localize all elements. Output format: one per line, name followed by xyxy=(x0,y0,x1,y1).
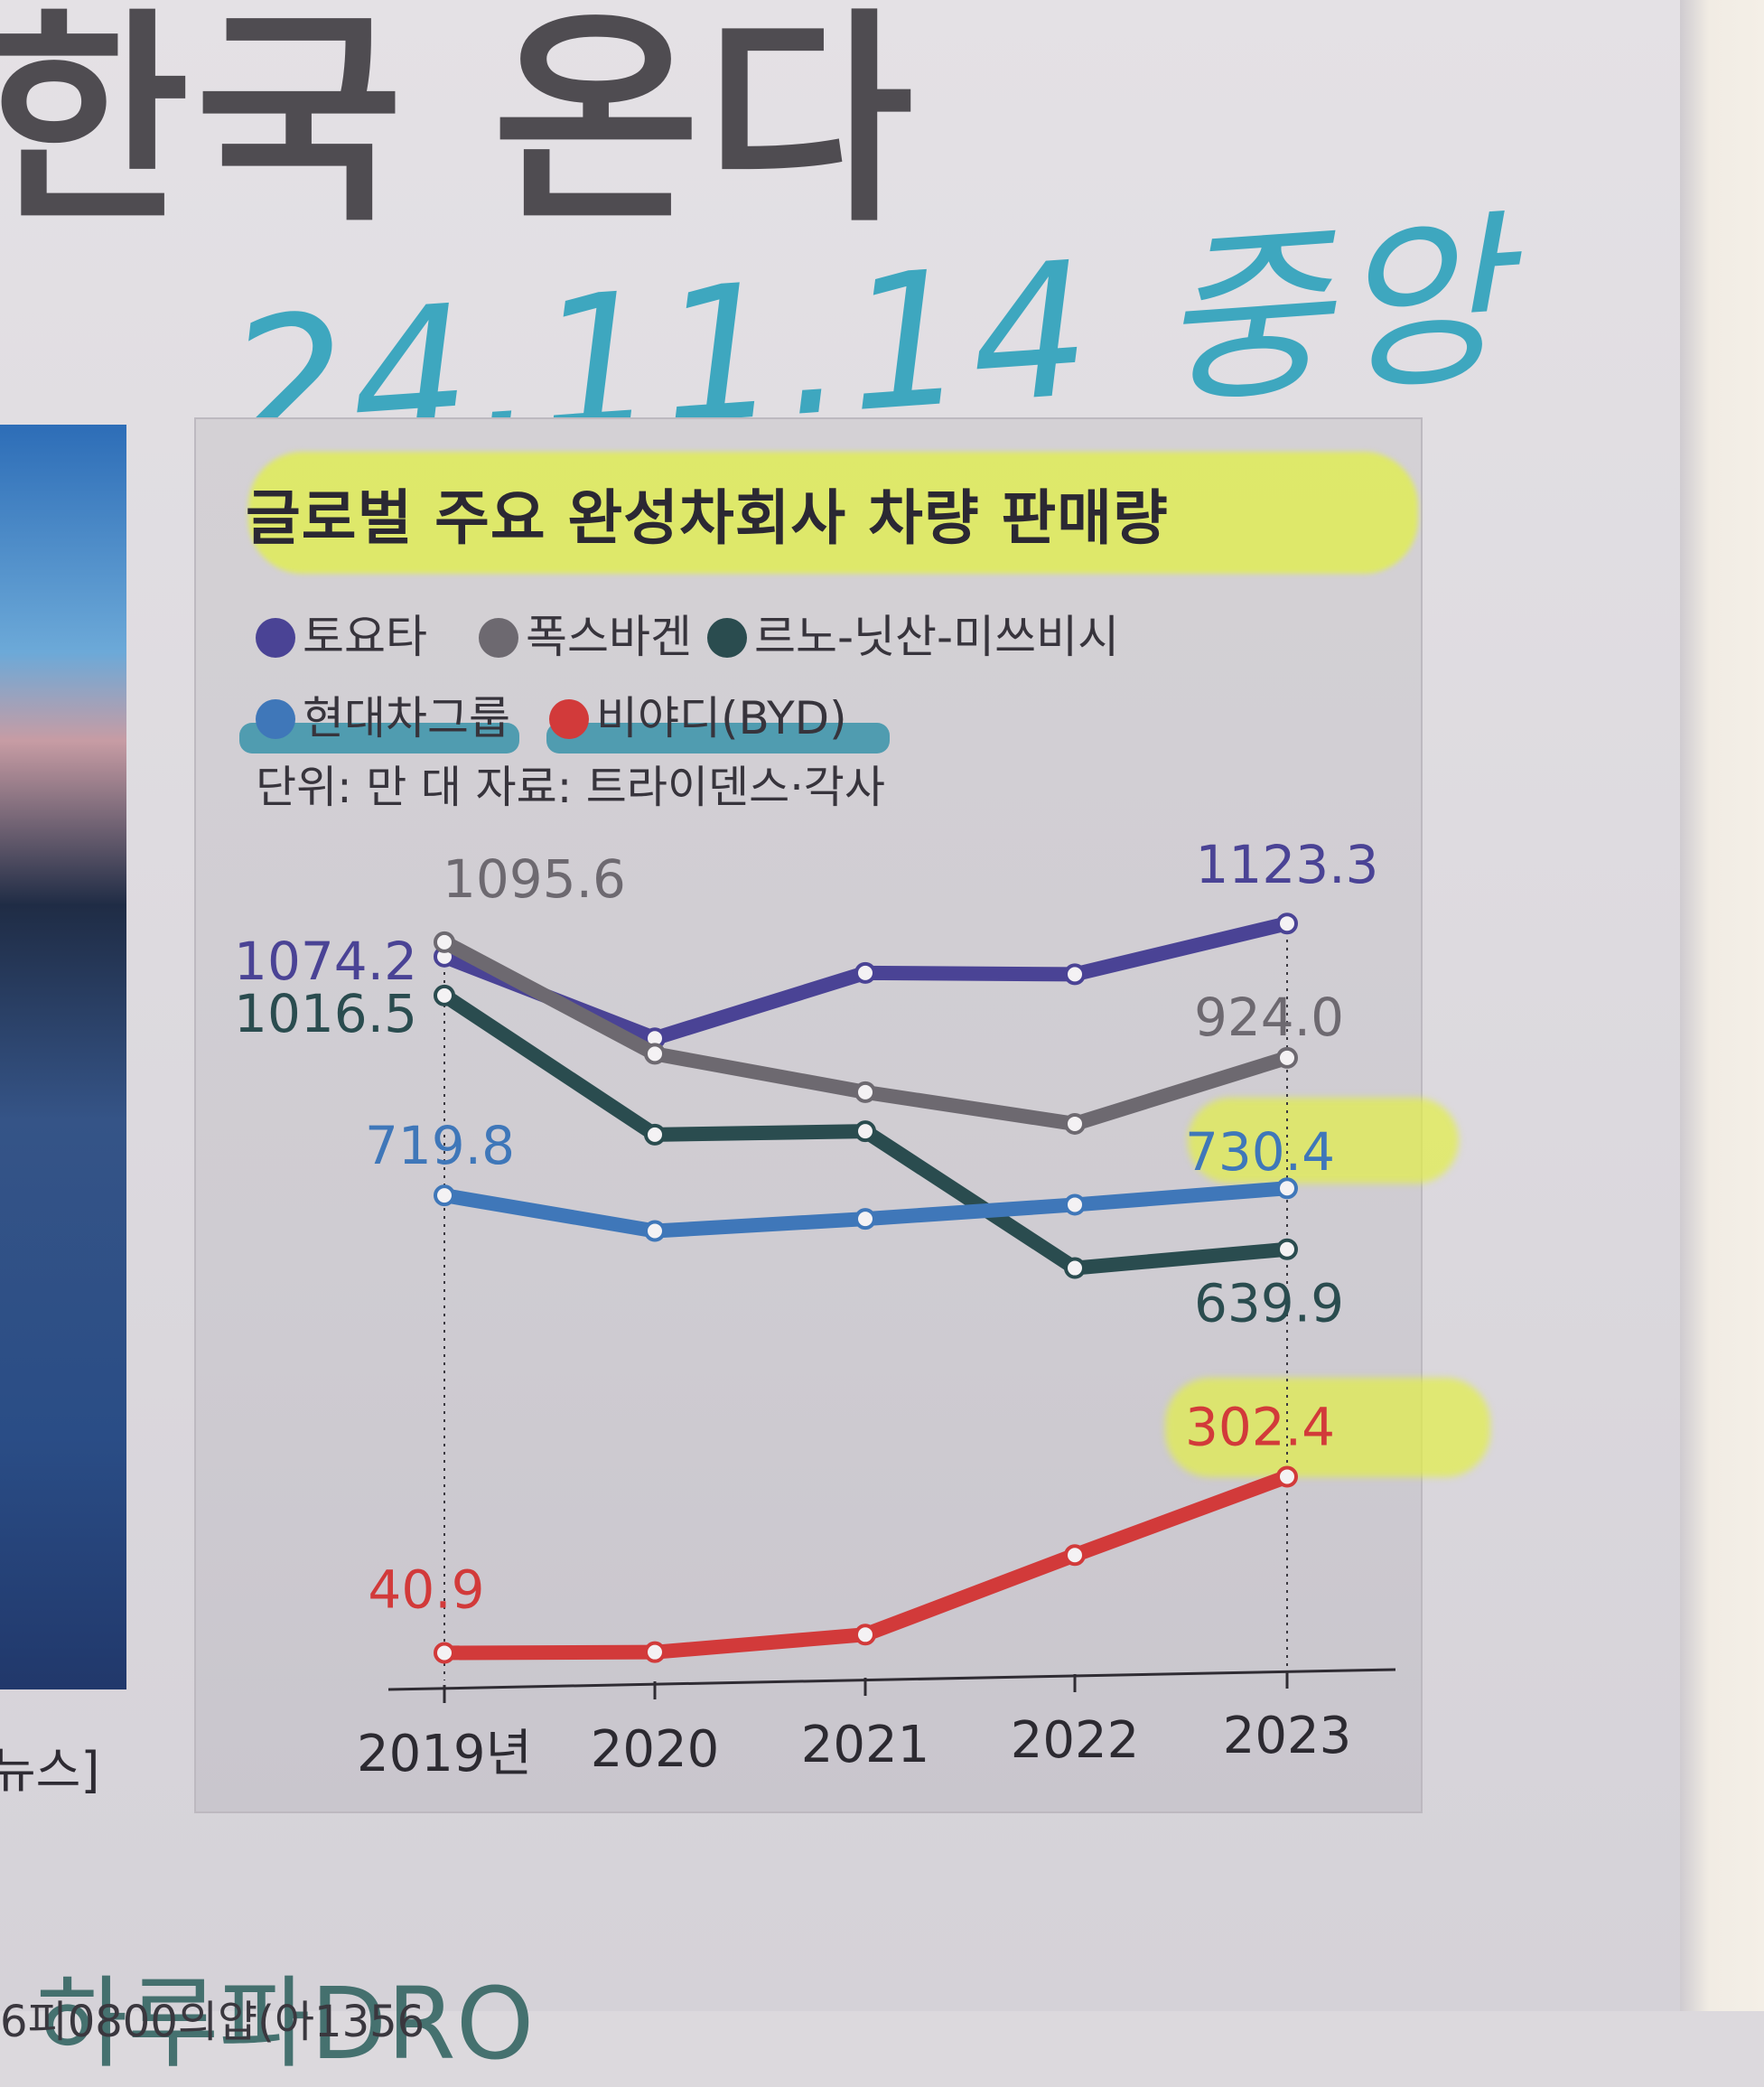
data-point xyxy=(1064,1193,1086,1216)
legend-label: 르노-닛산-미쓰비시 xyxy=(754,611,1120,663)
left-photo xyxy=(0,425,126,1689)
value-highlight xyxy=(1188,1098,1459,1184)
headline: 한국 온다 xyxy=(0,0,919,252)
unit-source-note: 단위: 만 대 자료: 트라이덴스·각사 xyxy=(256,762,885,813)
legend-dot-hyundai xyxy=(256,699,295,739)
data-point xyxy=(1276,1465,1298,1488)
legend-dot-toyota xyxy=(256,618,295,658)
legend-label: 현대차그룹 xyxy=(303,692,510,744)
data-point xyxy=(854,1081,876,1103)
data-point xyxy=(644,1220,666,1242)
data-label: 924.0 xyxy=(1194,987,1344,1048)
bottom-text-fragment: 6피0800의얍(아1356 xyxy=(0,1997,425,2047)
chart-title: 글로벌 주요 완성차회사 차량 판매량 xyxy=(246,483,1169,553)
data-point xyxy=(1064,1544,1086,1567)
x-tick-label: 2021 xyxy=(801,1716,930,1774)
data-label: 639.9 xyxy=(1194,1273,1344,1334)
legend-item-byd: 비야디(BYD) xyxy=(549,682,847,747)
data-point xyxy=(854,961,876,984)
legend-dot-renault-nissan xyxy=(707,618,747,658)
photo-caption: 뉴스] xyxy=(0,1742,100,1799)
data-point xyxy=(1064,1257,1086,1279)
data-point xyxy=(644,1043,666,1065)
data-point xyxy=(854,1624,876,1646)
legend-item-hyundai: 현대차그룹 xyxy=(256,682,510,747)
data-point xyxy=(1276,912,1298,935)
legend-dot-byd xyxy=(549,699,589,739)
data-point xyxy=(644,1123,666,1146)
data-point xyxy=(644,1641,666,1663)
legend-label: 토요타 xyxy=(303,611,427,663)
data-label: 1123.3 xyxy=(1196,834,1379,895)
line-chart: 2019년 2020 2021 2022 2023 1074.2 1123.3 1095.6 9… xyxy=(234,834,1396,1783)
legend-item-renault-nissan: 르노-닛산-미쓰비시 xyxy=(707,601,1119,666)
data-label: 730.4 xyxy=(1185,1121,1335,1183)
underline-marker xyxy=(546,723,890,753)
title-highlight xyxy=(248,452,1418,574)
x-tick-label: 2023 xyxy=(1223,1707,1352,1765)
data-point xyxy=(1064,1112,1086,1135)
data-point xyxy=(1276,1238,1298,1260)
data-point xyxy=(1276,1177,1298,1200)
data-point xyxy=(434,984,455,1006)
data-point xyxy=(434,1642,455,1664)
data-point xyxy=(434,931,455,953)
legend-item-volkswagen: 폭스바겐 xyxy=(479,601,692,666)
data-point xyxy=(434,1184,455,1207)
legend-dot-volkswagen xyxy=(479,618,518,658)
legend-item-toyota: 토요타 xyxy=(256,601,427,666)
data-label: 40.9 xyxy=(368,1558,484,1620)
data-label: 1016.5 xyxy=(234,983,417,1044)
data-label: 719.8 xyxy=(365,1115,515,1176)
data-point xyxy=(1276,1046,1298,1069)
data-point xyxy=(854,1120,876,1143)
x-tick-label: 2019년 xyxy=(357,1725,532,1783)
x-axis xyxy=(387,1668,1396,1691)
data-point xyxy=(1064,963,1086,986)
legend-label: 폭스바겐 xyxy=(526,611,692,663)
x-tick-label: 2022 xyxy=(1011,1711,1140,1770)
data-label: 1074.2 xyxy=(234,931,417,992)
x-tick-label: 2020 xyxy=(591,1720,720,1779)
data-label: 302.4 xyxy=(1185,1396,1335,1457)
data-point xyxy=(854,1208,876,1231)
data-label: 1095.6 xyxy=(443,848,626,910)
value-highlight xyxy=(1165,1378,1490,1477)
legend-label: 비야디(BYD) xyxy=(596,692,847,744)
page-edge xyxy=(1680,0,1764,2011)
